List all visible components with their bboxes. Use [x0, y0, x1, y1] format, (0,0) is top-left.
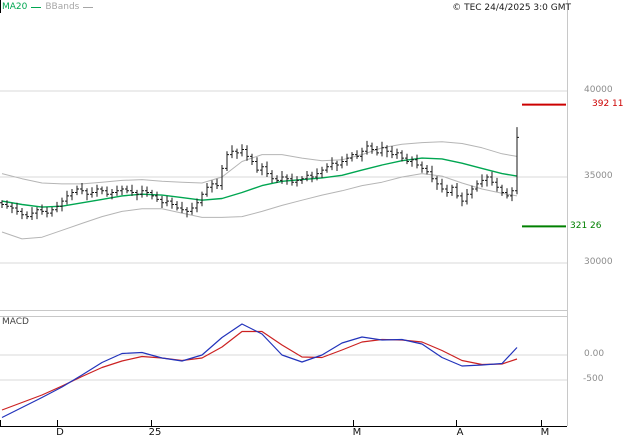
x-axis-label-2025: 25: [148, 427, 162, 438]
ma20-legend-label: MA20: [2, 2, 28, 12]
macd-panel-title: MACD: [2, 317, 29, 327]
macd-tick-label-zero: 0.00: [584, 349, 605, 359]
copyright-text: © TEC 24/4/2025 3:0 GMT: [452, 3, 571, 13]
bbands-legend-label: BBands: [45, 2, 80, 12]
price-tick-label-30000: 30000: [584, 257, 613, 267]
x-axis-label-march: M: [352, 427, 362, 438]
macd-tick-label-minus500: -500: [583, 374, 604, 384]
price-tick-label-40000: 40000: [584, 85, 613, 95]
price-tick-label-35000: 35000: [584, 171, 613, 181]
resistance-level-label: 392 11: [592, 99, 624, 109]
support-level-label: 321 26: [570, 221, 602, 231]
x-axis-label-december: D: [56, 427, 64, 438]
ma20-legend-swatch-icon: [31, 7, 42, 8]
x-axis-label-may: M: [540, 427, 550, 438]
bbands-legend-swatch-icon: [83, 7, 94, 8]
x-axis-label-april: A: [456, 427, 464, 438]
indicator-legend: MA20 BBands: [2, 2, 94, 13]
